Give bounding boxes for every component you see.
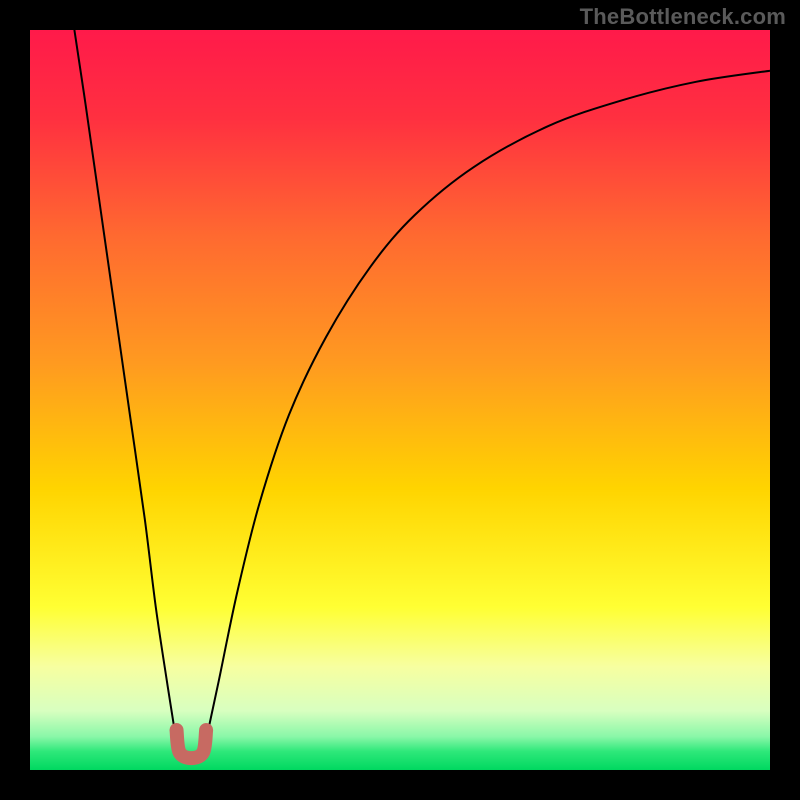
plot-area bbox=[30, 30, 770, 770]
plot-svg bbox=[30, 30, 770, 770]
chart-root: TheBottleneck.com bbox=[0, 0, 800, 800]
gradient-background bbox=[30, 30, 770, 770]
watermark-text: TheBottleneck.com bbox=[580, 4, 786, 30]
